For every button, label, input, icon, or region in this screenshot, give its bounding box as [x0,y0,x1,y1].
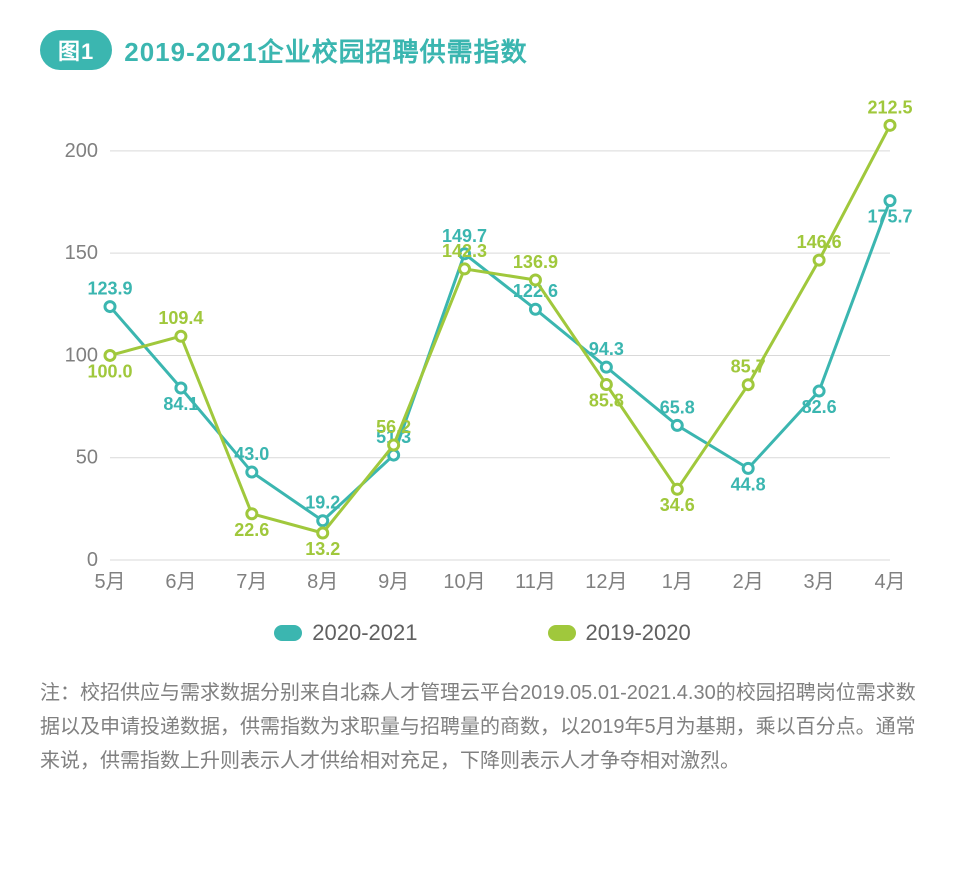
legend-item-2019-2020: 2019-2020 [548,620,691,646]
svg-text:22.6: 22.6 [234,520,269,540]
svg-text:142.3: 142.3 [442,241,487,261]
svg-text:4月: 4月 [874,571,905,593]
svg-text:175.7: 175.7 [867,207,912,227]
legend-label: 2020-2021 [312,620,417,646]
svg-text:34.6: 34.6 [660,495,695,515]
svg-text:1月: 1月 [662,571,693,593]
line-chart: 0501001502005月6月7月8月9月10月11月12月1月2月3月4月1… [40,90,920,610]
svg-text:109.4: 109.4 [158,308,203,328]
svg-text:65.8: 65.8 [660,397,695,417]
svg-text:3月: 3月 [804,571,835,593]
figure-title: 2019-2021企业校园招聘供需指数 [124,32,527,69]
svg-text:5月: 5月 [94,571,125,593]
figure-badge: 图1 [40,30,112,70]
svg-text:13.2: 13.2 [305,539,340,559]
svg-text:94.3: 94.3 [589,339,624,359]
svg-text:12月: 12月 [585,571,627,593]
svg-text:146.6: 146.6 [797,232,842,252]
legend-swatch [274,625,302,641]
svg-text:44.8: 44.8 [731,474,766,494]
note-prefix: 注： [40,682,80,704]
svg-text:0: 0 [87,549,98,571]
svg-text:123.9: 123.9 [87,279,132,299]
svg-text:50: 50 [76,447,98,469]
svg-text:7月: 7月 [236,571,267,593]
svg-text:8月: 8月 [307,571,338,593]
svg-text:56.2: 56.2 [376,417,411,437]
svg-text:2月: 2月 [733,571,764,593]
svg-text:82.6: 82.6 [802,397,837,417]
svg-text:85.8: 85.8 [589,391,624,411]
svg-text:84.1: 84.1 [163,394,198,414]
chart-footnote: 注：校招供应与需求数据分别来自北森人才管理云平台2019.05.01-2021.… [40,676,920,778]
svg-text:100.0: 100.0 [87,361,132,381]
legend-item-2020-2021: 2020-2021 [274,620,417,646]
svg-text:212.5: 212.5 [867,97,912,117]
legend-swatch [548,625,576,641]
chart-legend: 2020-2021 2019-2020 [40,620,925,646]
svg-text:19.2: 19.2 [305,493,340,513]
svg-text:10月: 10月 [443,571,485,593]
svg-text:85.7: 85.7 [731,357,766,377]
svg-text:150: 150 [65,242,98,264]
svg-text:43.0: 43.0 [234,444,269,464]
legend-label: 2019-2020 [586,620,691,646]
note-text: 校招供应与需求数据分别来自北森人才管理云平台2019.05.01-2021.4.… [40,682,916,772]
svg-text:9月: 9月 [378,571,409,593]
svg-text:136.9: 136.9 [513,252,558,272]
svg-text:200: 200 [65,140,98,162]
svg-text:11月: 11月 [515,571,556,593]
svg-text:6月: 6月 [165,571,196,593]
chart-header: 图1 2019-2021企业校园招聘供需指数 [40,30,925,70]
